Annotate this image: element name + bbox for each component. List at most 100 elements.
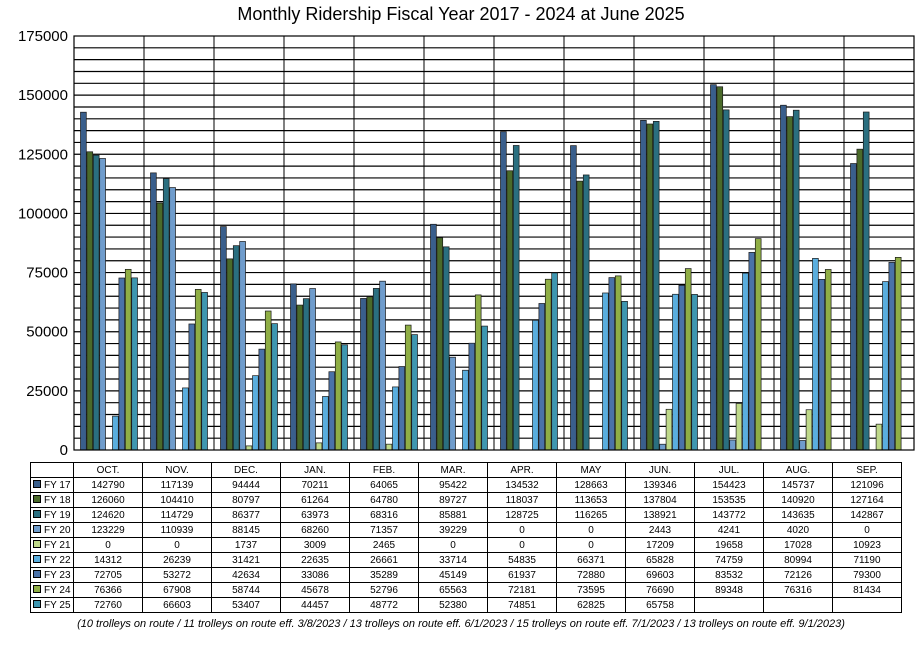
table-cell: 72181 xyxy=(487,582,557,598)
table-cell: 35289 xyxy=(349,567,419,583)
table-cell: 74759 xyxy=(694,552,764,568)
table-row: FY 25 72760 66603 53407 44457 48772 52380 74851… xyxy=(30,597,902,613)
bar xyxy=(449,356,456,451)
bar xyxy=(328,371,336,451)
legend-swatch xyxy=(33,599,41,608)
table-cell: 128663 xyxy=(556,477,626,493)
legend-entry: FY 20 xyxy=(30,522,74,538)
bar xyxy=(201,292,208,451)
table-header-row: OCT. NOV. DEC. JAN. FEB. MAR. APR. MAY JUN. JUL. A… xyxy=(30,462,902,478)
table-cell: 113653 xyxy=(556,492,626,508)
footnote: (10 trolleys on route / 11 trolleys on r… xyxy=(77,618,845,630)
legend-label: FY 24 xyxy=(44,584,71,596)
y-tick-label: 100000 xyxy=(18,205,68,222)
table-cell: 140920 xyxy=(763,492,833,508)
table-cell: 89348 xyxy=(694,582,764,598)
bar xyxy=(602,292,609,451)
table-cell: 72126 xyxy=(763,567,833,583)
category-label: FEB. xyxy=(349,462,419,478)
table-cell: 0 xyxy=(832,522,902,538)
bar xyxy=(92,154,100,451)
bar xyxy=(474,294,482,451)
bar xyxy=(131,277,138,451)
table-cell: 44457 xyxy=(280,597,350,613)
bar xyxy=(882,281,889,451)
bar xyxy=(818,279,826,451)
category-label: MAY xyxy=(556,462,626,478)
table-cell: 68316 xyxy=(349,507,419,523)
bar xyxy=(258,348,266,451)
legend-swatch xyxy=(33,554,41,563)
table-cell: 76316 xyxy=(763,582,833,598)
bar xyxy=(582,174,590,451)
table-cell: 80994 xyxy=(763,552,833,568)
table-cell: 48772 xyxy=(349,597,419,613)
bar xyxy=(226,258,234,451)
bar xyxy=(112,415,119,451)
category-label: JAN. xyxy=(280,462,350,478)
bar xyxy=(290,283,297,451)
category-label: NOV. xyxy=(142,462,212,478)
bar xyxy=(691,294,698,451)
table-row: FY 19 124620 114729 86377 63973 68316 85881 128… xyxy=(30,507,902,523)
table-row: FY 17 142790 117139 94444 70211 64065 95422 134… xyxy=(30,477,902,493)
table-cell: 79300 xyxy=(832,567,902,583)
bar xyxy=(156,202,164,451)
legend-entry: FY 22 xyxy=(30,552,74,568)
y-tick-label: 125000 xyxy=(18,146,68,163)
bar xyxy=(875,423,883,451)
bar xyxy=(512,145,520,451)
bar xyxy=(551,272,558,451)
bar xyxy=(264,310,272,451)
table-cell: 143772 xyxy=(694,507,764,523)
bar xyxy=(232,245,240,451)
plot-border xyxy=(73,35,915,451)
table-cell: 73595 xyxy=(556,582,626,598)
y-tick-label: 75000 xyxy=(26,265,68,282)
bar xyxy=(162,178,170,451)
table-cell: 39229 xyxy=(418,522,488,538)
bar xyxy=(862,111,870,451)
table-cell: 0 xyxy=(556,537,626,553)
bar xyxy=(392,386,399,451)
bar xyxy=(678,284,686,451)
table-cell: 104410 xyxy=(142,492,212,508)
table-cell: 1737 xyxy=(211,537,281,553)
bar xyxy=(124,268,132,451)
bar xyxy=(538,303,546,451)
table-cell: 61264 xyxy=(280,492,350,508)
bar xyxy=(315,442,323,451)
table-cell: 52380 xyxy=(418,597,488,613)
table-cell: 62825 xyxy=(556,597,626,613)
bar xyxy=(652,121,660,451)
category-label: SEP. xyxy=(832,462,902,478)
bar xyxy=(252,375,259,451)
bar xyxy=(169,187,176,451)
table-cell: 19658 xyxy=(694,537,764,553)
bar xyxy=(385,443,393,451)
bar xyxy=(404,324,412,451)
bar xyxy=(780,104,787,451)
table-cell: 124620 xyxy=(73,507,143,523)
table-row: FY 20 123229 110939 88145 68260 71357 39229 0 0 2… xyxy=(30,522,902,538)
table-cell: 10923 xyxy=(832,537,902,553)
table-cell: 31421 xyxy=(211,552,281,568)
table-cell: 17028 xyxy=(763,537,833,553)
category-label: JUL. xyxy=(694,462,764,478)
table-cell: 94444 xyxy=(211,477,281,493)
table-cell xyxy=(763,597,833,613)
table-cell: 114729 xyxy=(142,507,212,523)
table-cell: 137804 xyxy=(625,492,695,508)
bar xyxy=(856,148,864,451)
bar xyxy=(754,238,762,451)
legend-label: FY 19 xyxy=(44,509,71,521)
table-cell: 4020 xyxy=(763,522,833,538)
bar xyxy=(360,298,367,451)
table-cell: 69603 xyxy=(625,567,695,583)
legend-swatch xyxy=(33,479,41,488)
bar xyxy=(411,334,418,451)
bar xyxy=(792,109,800,451)
table-cell: 121096 xyxy=(832,477,902,493)
bar xyxy=(481,325,488,451)
bar xyxy=(118,277,126,451)
